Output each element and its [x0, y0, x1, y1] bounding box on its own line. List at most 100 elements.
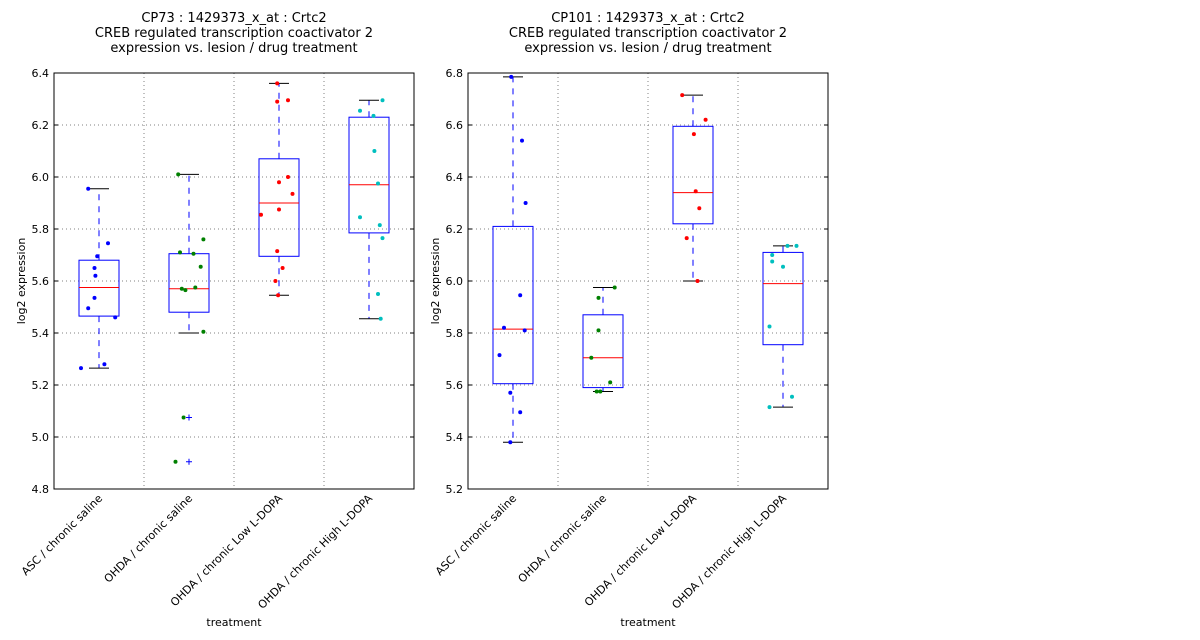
data-point — [372, 149, 377, 153]
data-point — [770, 253, 775, 257]
y-axis-label: log2 expression — [429, 238, 442, 325]
box-iqr — [348, 116, 390, 234]
data-point — [95, 254, 100, 259]
data-point — [794, 243, 799, 248]
data-point — [680, 93, 685, 98]
data-point — [377, 223, 382, 228]
data-point — [520, 138, 524, 143]
data-point — [770, 259, 775, 264]
box-iqr — [672, 125, 714, 225]
data-point — [113, 315, 118, 320]
data-point — [176, 172, 181, 177]
data-point — [191, 251, 196, 256]
data-point — [371, 113, 376, 118]
y-tick-label: 6.2 — [32, 119, 50, 132]
data-point — [695, 279, 700, 283]
data-point — [508, 390, 513, 395]
data-point — [86, 306, 91, 311]
chart-title-line: expression vs. lesion / drug treatment — [524, 41, 771, 56]
data-point — [358, 108, 362, 113]
x-axis-label: treatment — [206, 616, 262, 629]
data-point — [523, 201, 528, 205]
data-point — [785, 243, 790, 248]
data-point — [518, 293, 523, 298]
y-axis-label: log2 expression — [15, 238, 28, 325]
x-tick-label: OHDA / chronic saline — [516, 492, 610, 586]
data-point — [275, 249, 280, 254]
data-point — [102, 362, 107, 367]
y-tick-label: 6.4 — [32, 67, 50, 80]
y-tick-label: 5.8 — [446, 327, 464, 340]
data-point — [596, 295, 601, 300]
y-tick-label: 6.4 — [446, 171, 464, 184]
data-point — [608, 380, 613, 385]
data-point — [183, 288, 188, 293]
box-group-4 — [348, 98, 390, 321]
plot-frame — [467, 72, 829, 490]
data-point — [86, 186, 91, 191]
outlier-marker — [186, 458, 192, 465]
data-point — [201, 237, 206, 242]
data-point — [589, 355, 594, 360]
data-point — [376, 292, 380, 296]
box-iqr — [258, 158, 300, 257]
data-point — [179, 286, 184, 291]
data-point — [280, 266, 285, 270]
data-point — [767, 324, 772, 329]
y-tick-label: 5.4 — [446, 431, 464, 444]
data-point — [277, 180, 281, 185]
data-point — [509, 74, 514, 79]
x-tick-label: ASC / chronic saline — [19, 492, 105, 578]
data-point — [273, 279, 278, 283]
data-point — [277, 207, 281, 212]
data-point — [697, 206, 702, 211]
y-tick-label: 5.2 — [32, 379, 50, 392]
box-iqr — [582, 314, 624, 389]
data-point — [376, 181, 380, 186]
data-point — [684, 236, 689, 241]
y-tick-label: 5.4 — [32, 327, 50, 340]
data-point — [497, 353, 502, 358]
y-tick-label: 5.2 — [446, 483, 464, 496]
box-group-2 — [168, 172, 210, 465]
y-tick-label: 5.0 — [32, 431, 50, 444]
data-point — [286, 175, 290, 179]
data-point — [79, 366, 83, 371]
data-point — [380, 236, 385, 241]
box-iqr — [168, 253, 210, 313]
y-tick-label: 6.2 — [446, 223, 464, 236]
y-tick-label: 6.0 — [446, 275, 464, 288]
data-point — [502, 325, 506, 330]
y-tick-label: 4.8 — [32, 483, 50, 496]
y-tick-label: 5.8 — [32, 223, 50, 236]
data-point — [380, 98, 385, 103]
data-point — [508, 440, 513, 445]
data-point — [767, 405, 772, 410]
chart-title-line: CP73 : 1429373_x_at : Crtc2 — [141, 11, 326, 26]
data-point — [703, 117, 708, 122]
data-point — [522, 328, 527, 333]
data-point — [92, 266, 97, 270]
data-point — [198, 264, 203, 269]
box-iqr — [78, 259, 120, 317]
data-point — [378, 316, 383, 321]
box-group-2 — [582, 285, 624, 394]
box-group-1 — [78, 186, 120, 371]
data-point — [106, 241, 110, 246]
data-point — [612, 285, 617, 290]
data-point — [594, 389, 599, 394]
data-point — [93, 273, 98, 278]
data-point — [178, 250, 182, 255]
data-point — [358, 215, 362, 220]
data-point — [290, 191, 295, 196]
chart-title-line: expression vs. lesion / drug treatment — [110, 41, 357, 56]
data-point — [275, 99, 280, 104]
x-tick-label: ASC / chronic saline — [433, 492, 519, 578]
data-point — [518, 410, 523, 415]
box-group-3 — [258, 81, 300, 298]
box-iqr — [762, 251, 804, 346]
chart-title-line: CP101 : 1429373_x_at : Crtc2 — [551, 11, 745, 26]
